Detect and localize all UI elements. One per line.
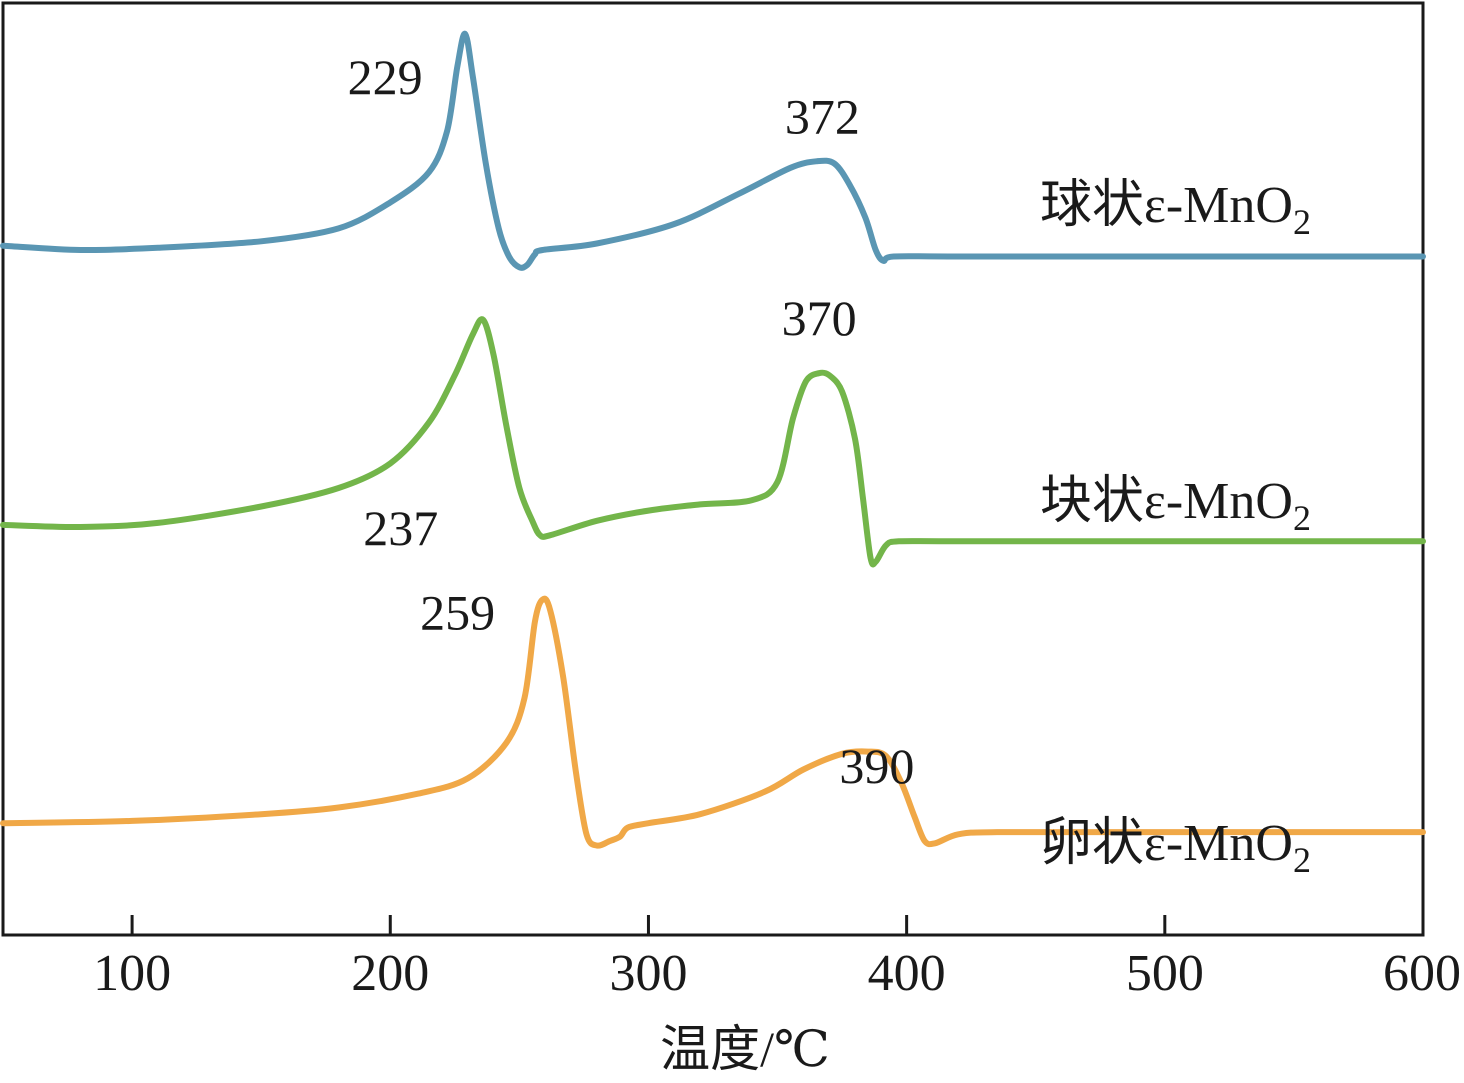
series-curve-1 — [0, 316, 1426, 568]
plot-frame — [1, 1, 1425, 937]
series-label-2: 卵状ε-MnO2 — [1040, 815, 1311, 880]
series-label-text: 块状ε-MnO — [1040, 473, 1293, 530]
peak-label-1-0: 237 — [363, 500, 438, 556]
x-axis-tick-labels: 100 200 300 400 500 600 — [93, 945, 1461, 1002]
x-tick-label-300: 300 — [609, 945, 687, 1002]
curves — [0, 30, 1426, 849]
series-label-subscript: 2 — [1293, 840, 1311, 880]
x-axis-title: 温度/℃ — [660, 1021, 830, 1077]
peak-label-2-1: 390 — [839, 738, 914, 794]
peak-label-2-0: 259 — [420, 584, 495, 640]
series-label-0: 球状ε-MnO2 — [1040, 177, 1311, 242]
series-label-text: 卵状ε-MnO — [1040, 815, 1293, 872]
x-axis-ticks — [130, 915, 1167, 935]
x-tick-label-200: 200 — [351, 945, 429, 1002]
series-curve-0 — [0, 30, 1426, 271]
series-label-subscript: 2 — [1293, 202, 1311, 242]
peak-label-0-1: 372 — [785, 88, 860, 144]
x-tick-label-400: 400 — [868, 945, 946, 1002]
x-tick-label-100: 100 — [93, 945, 171, 1002]
peak-label-0-0: 229 — [348, 49, 423, 105]
series-curve-2 — [0, 595, 1426, 849]
series-label-subscript: 2 — [1293, 498, 1311, 538]
peak-label-1-1: 370 — [782, 290, 857, 346]
series-label-text: 球状ε-MnO — [1040, 177, 1293, 234]
series-label-1: 块状ε-MnO2 — [1040, 473, 1311, 538]
peak-labels: 229 372 237 370 259 390 — [348, 49, 915, 794]
x-tick-label-500: 500 — [1126, 945, 1204, 1002]
x-tick-label-600: 600 — [1383, 945, 1461, 1002]
